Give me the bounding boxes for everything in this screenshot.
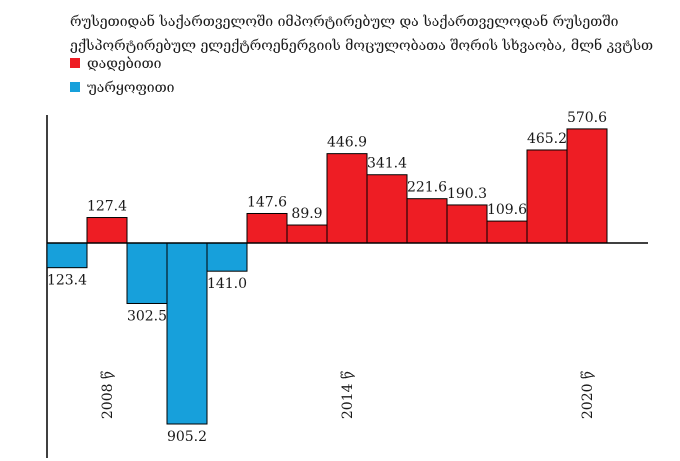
- value-label-2012: 147.6: [247, 194, 287, 210]
- value-label-2007: 123.4: [47, 273, 87, 289]
- bar-2012: [246, 212, 288, 244]
- value-label-2014: 446.9: [327, 135, 367, 151]
- legend-swatch-positive: [70, 58, 80, 68]
- value-label-2011: 141.0: [207, 276, 247, 292]
- value-labels-group: 123.4 127.4 302.5 905.2 141.0 147.689.9 446.93…: [47, 110, 607, 445]
- bar-2008: [86, 217, 128, 244]
- value-label-2013: 89.9: [291, 206, 322, 222]
- bars-group: [46, 128, 608, 425]
- bar-2009: [126, 242, 168, 304]
- bar-2014: [326, 153, 368, 244]
- bar-2011: [206, 242, 248, 272]
- bar-2013: [286, 224, 328, 244]
- value-label-2019: 465.2: [527, 131, 567, 147]
- year-labels-group: 2008 წ 2014 წ 2020 წ: [99, 371, 596, 419]
- bar-2016: [406, 198, 448, 244]
- bar-2017: [446, 204, 488, 244]
- value-label-2016: 221.6: [407, 180, 447, 196]
- bar-2019: [526, 149, 568, 244]
- value-label-2015: 341.4: [367, 156, 407, 172]
- bar-2020: [566, 128, 608, 244]
- value-label-2010: 905.2: [167, 429, 207, 445]
- value-label-2009: 302.5: [127, 308, 167, 324]
- value-label-2018: 109.6: [487, 202, 527, 218]
- bar-2018: [486, 220, 528, 244]
- legend-swatch-negative: [70, 82, 80, 92]
- value-label-2020: 570.6: [567, 110, 607, 126]
- legend-label-negative: უარყოფითი: [87, 79, 175, 96]
- year-label-2020-წ: 2020 წ: [579, 371, 596, 419]
- legend-label-positive: დადებითი: [87, 55, 162, 72]
- bar-2010: [166, 242, 208, 425]
- bar-2015: [366, 174, 408, 244]
- bar-2007: [46, 242, 88, 269]
- value-label-2008: 127.4: [87, 199, 127, 215]
- year-label-2014-წ: 2014 წ: [339, 371, 356, 419]
- year-label-2008-წ: 2008 წ: [99, 371, 116, 419]
- chart-title-line-2: ექსპორტირებულ ელექტროენერგიის მოცულობათა…: [70, 36, 653, 54]
- value-label-2017: 190.3: [447, 186, 487, 202]
- chart-title-line-1: რუსეთიდან საქართველოში იმპორტირებულ და ს…: [70, 12, 619, 30]
